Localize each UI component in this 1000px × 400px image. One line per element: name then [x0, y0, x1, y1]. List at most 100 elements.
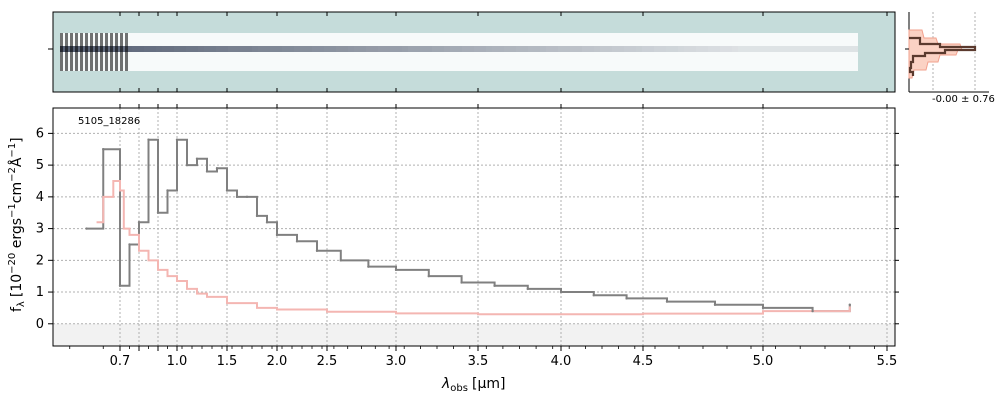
spectrum-2d-trace-cell — [306, 46, 312, 52]
spectrum-2d-trace-cell — [642, 46, 648, 52]
spectrum-2d-trace-cell — [192, 46, 198, 52]
spectrum-2d-trace-cell — [150, 46, 156, 52]
spectrum-2d-trace-cell — [834, 46, 840, 52]
data-point — [848, 303, 851, 306]
spectrum-2d-trace-cell — [792, 46, 798, 52]
x-tick-label: 5.5 — [877, 354, 898, 369]
y-axis-exp-4: −1 — [7, 143, 18, 158]
data-point — [559, 290, 563, 294]
spectrum-2d-trace-cell — [258, 46, 264, 52]
spectrum-2d-trace-cell — [774, 46, 780, 52]
spectrum-2d-trace-cell — [246, 46, 252, 52]
spectrum-1d-background — [53, 108, 895, 346]
spectrum-2d-trace-cell — [534, 46, 540, 52]
spectrum-2d-trace-cell — [144, 46, 150, 52]
y-tick-label: 4 — [36, 190, 44, 205]
data-point — [85, 227, 88, 230]
spectrum-2d-trace-cell — [312, 46, 318, 52]
spectrum-2d-trace-cell — [720, 46, 726, 52]
data-point — [665, 300, 669, 303]
data-point — [315, 249, 319, 252]
y-axis-exp-1: −20 — [7, 253, 18, 274]
spectrum-2d-trace-cell — [426, 46, 432, 52]
spectrum-2d-trace-cell — [396, 46, 402, 52]
spectrum-2d-trace-cell — [288, 46, 294, 52]
data-point — [394, 268, 398, 272]
spectrum-2d-trace-cell — [762, 46, 768, 52]
spectrum-2d-trace-cell — [216, 46, 222, 52]
spectrum-2d-trace-cell — [768, 46, 774, 52]
spectrum-2d-trace-cell — [354, 46, 360, 52]
spectrum-2d-trace-cell — [786, 46, 792, 52]
y-axis-subscript: λ — [16, 301, 27, 307]
data-point — [265, 221, 269, 224]
plot-area — [85, 138, 851, 316]
spectrum-2d-trace-cell — [654, 46, 660, 52]
y-axis-symbol: f — [9, 306, 25, 312]
data-point — [245, 195, 249, 199]
data-point — [215, 167, 219, 170]
spectrum-2d-trace-cell — [612, 46, 618, 52]
data-point — [526, 287, 529, 291]
spectrum-2d-trace-cell — [228, 46, 234, 52]
profile-panel: -0.00 ± 0.76 — [905, 12, 995, 105]
spectrum-2d-trace-cell — [816, 46, 822, 52]
data-point — [185, 163, 189, 167]
spectrum-2d-trace-cell — [294, 46, 300, 52]
data-point — [811, 309, 814, 313]
data-point — [137, 221, 141, 224]
x-axis-unit: [μm] — [472, 376, 505, 392]
spectrum-2d-noise-column — [85, 33, 88, 71]
spectrum-2d-noise-column — [70, 33, 73, 71]
spectrum-2d-trace-cell — [198, 46, 204, 52]
spectrum-2d-trace-cell — [564, 46, 570, 52]
spectrum-2d-trace-cell — [336, 46, 342, 52]
spectrum-2d-trace-cell — [360, 46, 366, 52]
spectrum-2d-trace-cell — [300, 46, 306, 52]
data-point — [255, 214, 259, 218]
data-point — [295, 240, 299, 243]
spectrum-2d-trace-cell — [750, 46, 756, 52]
spectrum-2d-trace-cell — [324, 46, 330, 52]
spectrum-2d-trace-cell — [588, 46, 594, 52]
y-axis-label: fλ[10−20 ergs−1cm−2Å−1] — [7, 137, 27, 312]
profile-annotation: -0.00 ± 0.76 — [932, 94, 995, 105]
spectrum-1d-panel: 0.7 1.0 1.5 2.0 2.5 3.0 3.5 4.0 4.5 5.0 5.5 0 1 2 3 4 5… — [7, 104, 899, 394]
spectrum-2d-trace-cell — [204, 46, 210, 52]
spectrum-2d-trace-cell — [582, 46, 588, 52]
spectrum-2d-trace-cell — [516, 46, 522, 52]
spectrum-2d-trace-cell — [450, 46, 456, 52]
data-point — [156, 211, 160, 214]
data-point — [195, 157, 199, 160]
spectrum-2d-trace-cell — [414, 46, 420, 52]
spectrum-2d-trace-cell — [726, 46, 732, 52]
spectrum-2d-trace-cell — [618, 46, 624, 52]
spectrum-2d-trace-cell — [402, 46, 408, 52]
spectrum-2d-trace-cell — [342, 46, 348, 52]
data-point — [128, 243, 131, 246]
spectrum-2d-noise-column — [105, 33, 108, 71]
spectrum-2d-trace-cell — [498, 46, 504, 52]
spectrum-2d-ticks — [48, 12, 888, 92]
spectrum-2d-trace-cell — [222, 46, 228, 52]
data-points — [85, 138, 851, 313]
spectrum-2d-trace-cell — [240, 46, 246, 52]
spectrum-2d-trace-cell — [552, 46, 558, 52]
y-axis-unit-ergs: ergs — [9, 218, 25, 253]
spectrum-2d-trace-cell — [624, 46, 630, 52]
spectrum-2d-noise-column — [60, 33, 63, 71]
spectrum-2d-trace-cell — [318, 46, 324, 52]
spectrum-2d-noise-column — [115, 33, 118, 71]
data-point — [225, 189, 229, 192]
spectrum-1d-frame — [52, 107, 896, 347]
x-tick-label: 0.7 — [110, 354, 131, 369]
data-point — [493, 284, 496, 287]
spectrum-2d-trace-cell — [486, 46, 492, 52]
data-point — [147, 138, 150, 141]
spectrum-2d-noise-column — [75, 33, 78, 71]
object-id-annotation: 5105_18286 — [78, 116, 140, 127]
spectrum-2d-trace-cell — [780, 46, 786, 52]
spectrum-2d-trace-cell — [366, 46, 372, 52]
spectrum-2d-trace-cell — [648, 46, 654, 52]
